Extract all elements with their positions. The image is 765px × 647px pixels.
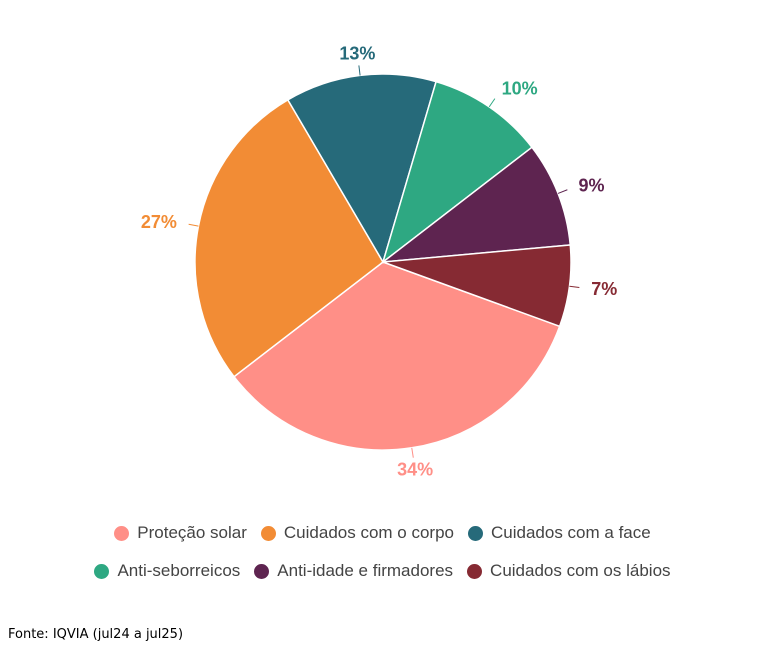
pie-chart: 34% 27% 13% 10% 9% 7% <box>141 44 617 480</box>
legend-item[interactable]: Proteção solar <box>114 523 247 543</box>
leader-line <box>358 65 361 76</box>
legend-item[interactable]: Cuidados com a face <box>468 523 651 543</box>
data-label: 27% <box>141 212 177 232</box>
legend-label: Anti-idade e firmadores <box>277 561 454 580</box>
legend-item[interactable]: Cuidados com os lábios <box>467 561 671 581</box>
leader-line <box>188 223 199 227</box>
legend-label: Proteção solar <box>137 523 247 542</box>
pie-slice[interactable] <box>382 244 572 328</box>
pie-slice[interactable] <box>380 146 572 263</box>
legend-label: Cuidados com o corpo <box>283 523 454 542</box>
legend-label: Anti-seborreicos <box>117 561 241 580</box>
legend-swatch <box>467 563 483 579</box>
leader-line <box>411 447 414 458</box>
legend-item[interactable]: Anti-seborreicos <box>94 561 240 581</box>
data-label: 10% <box>502 79 538 99</box>
legend-label: Cuidados com a face <box>491 523 651 542</box>
pie-slice[interactable] <box>286 73 438 264</box>
legend-swatch <box>94 563 110 579</box>
data-label: 7% <box>591 279 617 299</box>
source-note: Fonte: IQVIA (jul24 a jul25) <box>8 627 184 642</box>
pie-slice[interactable] <box>194 98 384 378</box>
data-label: 9% <box>579 175 605 195</box>
legend-label: Cuidados com os lábios <box>490 561 671 580</box>
legend-swatch <box>468 525 483 541</box>
data-label: 13% <box>339 44 375 64</box>
pie-slice[interactable] <box>381 80 534 265</box>
leader-line <box>569 285 580 288</box>
legend-row-1: Proteção solar Cuidados com o corpo Cuid… <box>0 523 765 543</box>
legend-swatch <box>254 563 270 579</box>
legend-swatch <box>260 525 276 541</box>
legend-row-2: Anti-seborreicos Anti-idade e firmadores… <box>0 561 765 581</box>
data-label: 34% <box>397 460 433 480</box>
leader-line <box>557 189 568 194</box>
legend-item[interactable]: Cuidados com o corpo <box>260 523 454 543</box>
legend-item[interactable]: Anti-idade e firmadores <box>254 561 453 581</box>
leader-line <box>488 98 496 108</box>
legend-swatch <box>114 525 130 541</box>
pie-slice[interactable] <box>232 261 561 451</box>
